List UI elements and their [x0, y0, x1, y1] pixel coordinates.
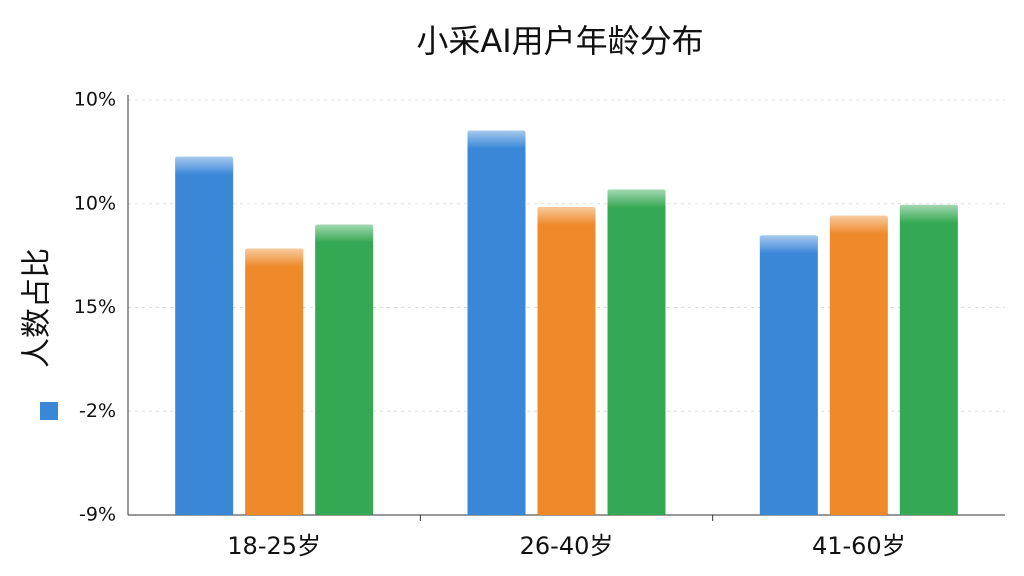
x-tick-label: 18-25岁 — [227, 532, 321, 560]
bar — [759, 235, 818, 515]
chart-title: 小采AI用户年龄分布 — [416, 22, 703, 60]
bar — [607, 189, 666, 516]
y-tick-label: 10% — [74, 192, 116, 214]
y-tick-label: 15% — [74, 296, 116, 318]
x-tick-label: 26-40岁 — [520, 532, 614, 560]
bar-shine — [759, 235, 818, 254]
bar — [315, 224, 374, 515]
bar-shine — [175, 156, 234, 175]
y-tick-label: -2% — [79, 400, 116, 422]
bar — [467, 130, 526, 515]
bar-shine — [537, 207, 596, 226]
bar-shine — [467, 130, 526, 149]
x-tick-label: 41-60岁 — [812, 532, 906, 560]
legend-swatch — [40, 402, 58, 420]
y-axis-label: 人数占比 — [20, 248, 55, 368]
y-tick-label: 10% — [74, 89, 116, 111]
y-tick-label: -9% — [79, 504, 116, 526]
bar — [829, 215, 888, 515]
bar — [245, 248, 304, 516]
bar-shine — [899, 204, 958, 223]
bar-shine — [607, 189, 666, 208]
bar — [537, 207, 596, 516]
bar-shine — [245, 248, 304, 267]
bar — [899, 204, 958, 515]
bar-shine — [315, 224, 374, 243]
bar — [175, 156, 234, 515]
bar-shine — [829, 215, 888, 234]
